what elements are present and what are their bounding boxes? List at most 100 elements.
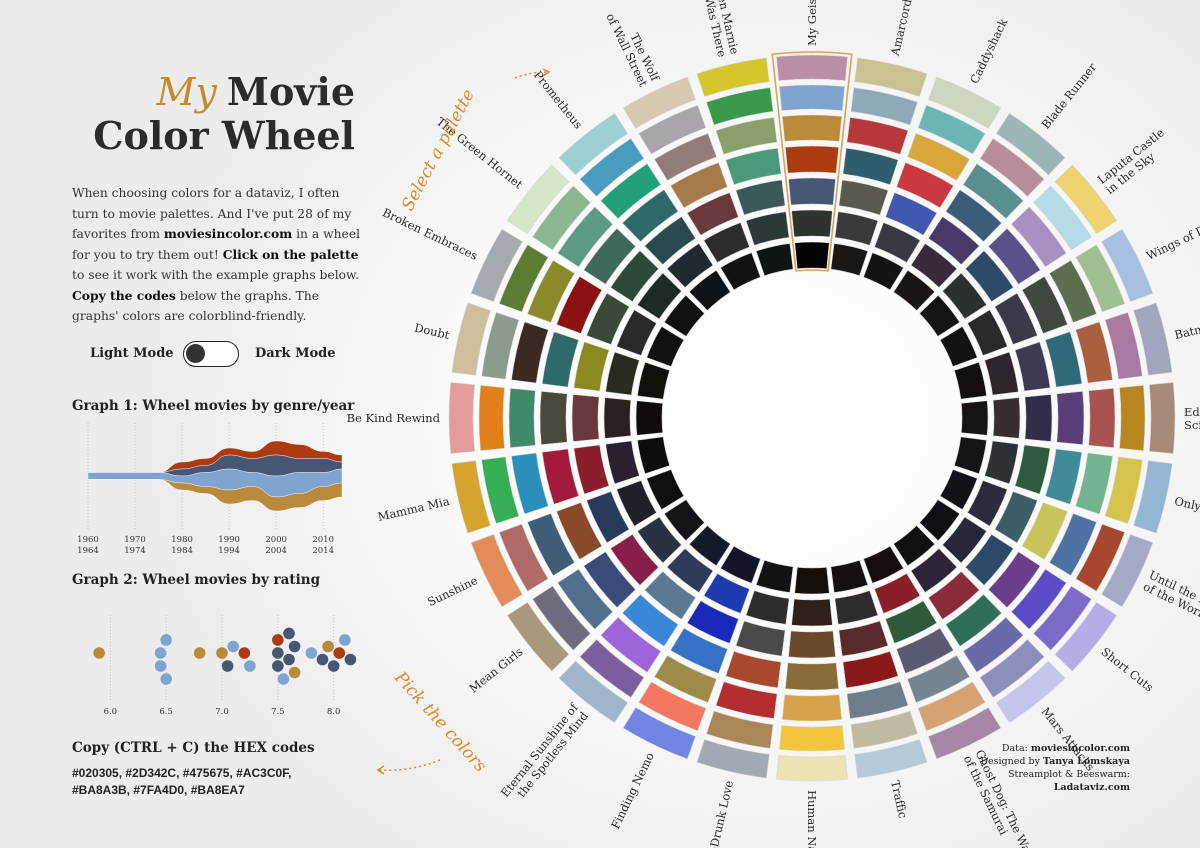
- palette-the-green-hornet[interactable]: [506, 164, 705, 337]
- color-swatch[interactable]: [637, 516, 682, 564]
- movie-label-line[interactable]: Eternal Sunshine of: [498, 700, 582, 800]
- color-swatch[interactable]: [928, 76, 1002, 129]
- beeswarm-dot[interactable]: [272, 660, 284, 672]
- color-swatch[interactable]: [910, 548, 958, 593]
- hex-line[interactable]: #BA8A3B, #7FA4D0, #BA8EA7: [72, 783, 245, 797]
- movie-label-line[interactable]: Traffic: [888, 779, 910, 819]
- color-swatch[interactable]: [638, 681, 707, 732]
- movie-label[interactable]: Traffic: [888, 779, 910, 819]
- color-swatch[interactable]: [919, 294, 961, 337]
- color-swatch[interactable]: [1133, 302, 1173, 376]
- color-swatch[interactable]: [781, 114, 843, 142]
- palette-mamma-mia[interactable]: [451, 436, 671, 534]
- palette-when-marnie-was-there[interactable]: [696, 57, 794, 277]
- beeswarm-dot[interactable]: [288, 666, 301, 679]
- color-swatch[interactable]: [653, 655, 717, 703]
- color-swatch[interactable]: [735, 179, 786, 216]
- color-swatch[interactable]: [874, 573, 921, 614]
- movie-label[interactable]: Mamma Mia: [376, 494, 451, 524]
- color-swatch[interactable]: [696, 57, 770, 97]
- toggle-knob[interactable]: [186, 344, 205, 363]
- movie-label[interactable]: Short Cuts: [1098, 644, 1156, 694]
- movie-label[interactable]: Be Kind Rewind: [347, 411, 441, 425]
- color-swatch[interactable]: [688, 269, 731, 311]
- color-swatch[interactable]: [863, 545, 904, 584]
- color-swatch[interactable]: [995, 660, 1066, 724]
- color-swatch[interactable]: [842, 147, 899, 186]
- color-swatch[interactable]: [1054, 601, 1118, 672]
- color-swatch[interactable]: [644, 216, 697, 266]
- color-swatch[interactable]: [583, 551, 637, 609]
- color-swatch[interactable]: [784, 145, 840, 174]
- color-swatch[interactable]: [1010, 568, 1067, 630]
- color-swatch[interactable]: [616, 480, 657, 527]
- movie-label[interactable]: Wings of Desire: [1144, 210, 1200, 263]
- movie-label-line[interactable]: Scissorhands: [1184, 418, 1200, 432]
- beeswarm-dot[interactable]: [277, 673, 290, 685]
- color-swatch[interactable]: [942, 516, 987, 564]
- beeswarm-dot[interactable]: [154, 660, 167, 672]
- color-swatch[interactable]: [621, 593, 679, 647]
- movie-label[interactable]: Caddyshack: [967, 15, 1011, 85]
- color-swatch[interactable]: [854, 739, 928, 779]
- color-swatch[interactable]: [1056, 390, 1085, 446]
- color-swatch[interactable]: [907, 655, 971, 703]
- color-swatch[interactable]: [586, 491, 630, 544]
- color-swatch[interactable]: [984, 351, 1019, 396]
- color-swatch[interactable]: [842, 650, 899, 689]
- beeswarm-dot[interactable]: [154, 647, 167, 659]
- color-swatch[interactable]: [939, 326, 978, 367]
- movie-label[interactable]: Blade Runner: [1038, 60, 1099, 132]
- color-swatch[interactable]: [995, 112, 1066, 176]
- palette-laputa-castle-in-the-sky[interactable]: [919, 164, 1118, 337]
- color-swatch[interactable]: [885, 600, 938, 644]
- color-swatch[interactable]: [874, 222, 921, 263]
- movie-label[interactable]: Laputa Castlein the Sky: [1095, 125, 1175, 197]
- movie-label-line[interactable]: Broken Embraces: [380, 205, 480, 263]
- color-swatch[interactable]: [755, 243, 794, 277]
- color-swatch[interactable]: [600, 163, 662, 220]
- color-swatch[interactable]: [1024, 394, 1053, 442]
- color-swatch[interactable]: [637, 272, 682, 320]
- color-swatch[interactable]: [964, 533, 1014, 586]
- movie-label[interactable]: EdwardScissorhands: [1184, 405, 1200, 432]
- color-swatch[interactable]: [635, 400, 664, 436]
- palette-batman[interactable]: [953, 302, 1173, 400]
- beeswarm-dot[interactable]: [272, 647, 284, 659]
- color-swatch[interactable]: [776, 54, 848, 81]
- color-swatch[interactable]: [557, 568, 614, 630]
- palette-prometheus[interactable]: [558, 112, 731, 311]
- color-swatch[interactable]: [725, 147, 782, 186]
- color-swatch[interactable]: [962, 163, 1024, 220]
- movie-label[interactable]: Eternal Sunshine ofthe Spotless Mind: [498, 700, 592, 808]
- movie-label-line[interactable]: Human Nature: [805, 790, 819, 848]
- color-swatch[interactable]: [953, 361, 987, 400]
- movie-label-line[interactable]: Mean Girls: [466, 644, 525, 695]
- color-swatch[interactable]: [1044, 331, 1083, 388]
- color-swatch[interactable]: [610, 250, 660, 303]
- color-swatch[interactable]: [1088, 387, 1116, 449]
- palette-caddyshack[interactable]: [863, 76, 1002, 291]
- color-swatch[interactable]: [579, 138, 645, 197]
- color-swatch[interactable]: [776, 755, 848, 782]
- color-swatch[interactable]: [558, 112, 629, 176]
- color-swatch[interactable]: [788, 177, 836, 206]
- color-swatch[interactable]: [573, 444, 610, 495]
- color-swatch[interactable]: [638, 104, 707, 155]
- color-swatch[interactable]: [498, 244, 549, 313]
- color-swatch[interactable]: [994, 491, 1038, 544]
- color-swatch[interactable]: [670, 627, 728, 674]
- color-swatch[interactable]: [586, 292, 630, 345]
- beeswarm-dot[interactable]: [160, 634, 172, 646]
- color-swatch[interactable]: [967, 309, 1008, 356]
- color-swatch[interactable]: [1049, 513, 1097, 577]
- color-swatch[interactable]: [688, 525, 731, 567]
- beeswarm-dot[interactable]: [193, 647, 206, 659]
- palette-mars-attacks[interactable]: [893, 525, 1066, 724]
- color-swatch[interactable]: [838, 179, 889, 216]
- color-swatch[interactable]: [1119, 385, 1146, 451]
- color-swatch[interactable]: [720, 545, 761, 584]
- palette-the-wolf-of-wall-street[interactable]: [622, 76, 761, 291]
- color-swatch[interactable]: [481, 456, 520, 524]
- color-swatch[interactable]: [960, 400, 989, 436]
